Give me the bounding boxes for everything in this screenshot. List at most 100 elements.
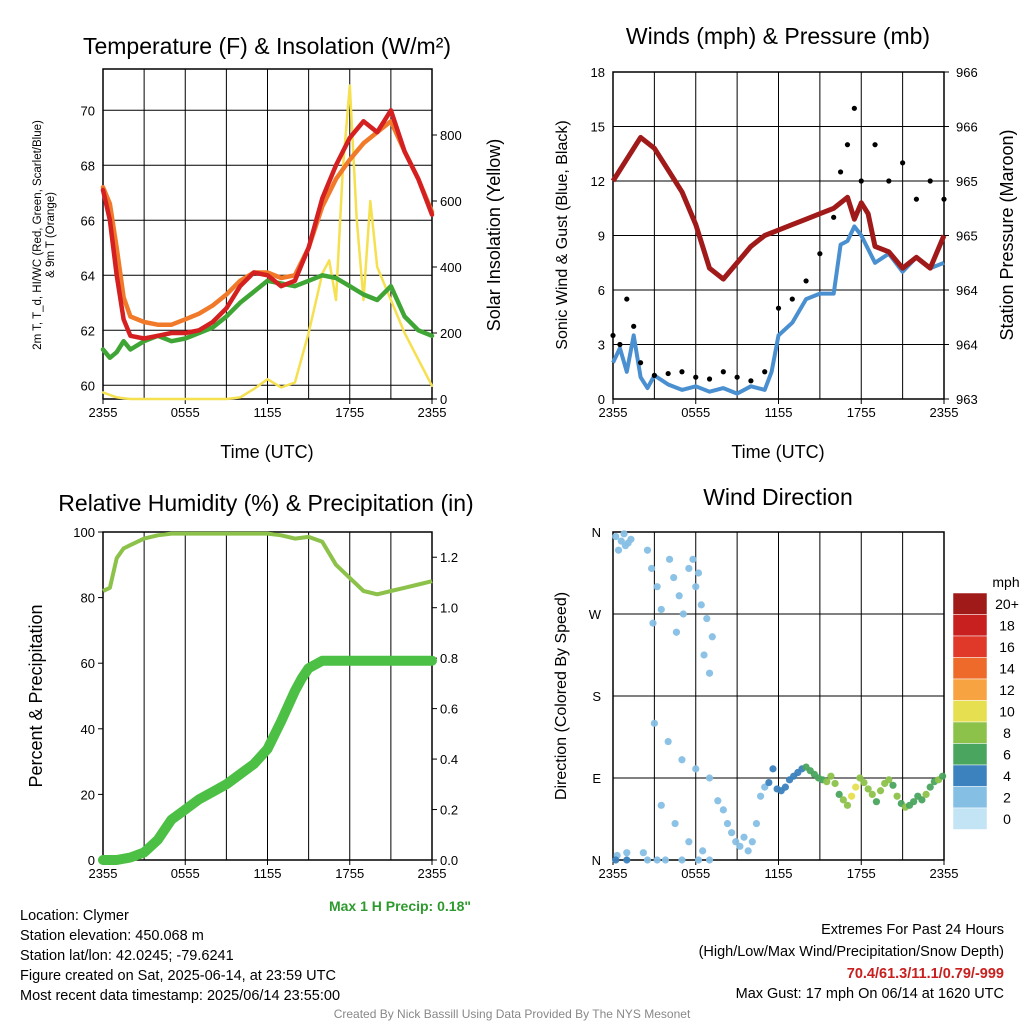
gust-point <box>913 196 920 202</box>
direction-point <box>649 619 657 627</box>
gust-point <box>651 372 657 378</box>
gust-point <box>817 251 823 257</box>
y2-tick-label: 0 <box>440 392 447 407</box>
extremes-title: Extremes For Past 24 Hours <box>821 922 1004 938</box>
temp-panel-ylabel-right: Solar Insolation (Yellow) <box>484 139 504 331</box>
direction-point <box>679 610 687 618</box>
direction-point <box>893 792 901 800</box>
dir-color-legend: 20+ 18 16 14 12 10 8 6 4 2 0 <box>952 592 1019 830</box>
direction-point <box>672 628 681 636</box>
y-tick-label: 12 <box>591 174 605 189</box>
station-location: Location: Clymer <box>20 908 129 924</box>
direction-point <box>889 781 897 789</box>
y-tick-label: 62 <box>81 323 95 338</box>
temp-series-line <box>100 108 435 341</box>
gust-point <box>775 305 782 311</box>
x-tick-label: 2355 <box>89 405 118 420</box>
direction-point <box>827 772 835 780</box>
direction-point <box>748 838 756 846</box>
direction-point <box>723 819 732 828</box>
legend-swatch <box>952 786 988 809</box>
credit-line: Created By Nick Bassill Using Data Provi… <box>333 1007 691 1021</box>
direction-point <box>926 783 934 791</box>
gust-point <box>927 178 933 184</box>
y-tick-label: N <box>592 853 601 868</box>
direction-point <box>692 583 700 591</box>
direction-point <box>700 651 708 659</box>
dir-panel-title: Wind Direction <box>703 484 853 510</box>
x-tick-label: 1755 <box>847 405 876 420</box>
direction-point <box>653 856 661 864</box>
direction-point <box>876 787 885 795</box>
legend-swatch <box>952 700 988 723</box>
x-tick-label: 1155 <box>765 866 793 881</box>
direction-point <box>823 778 831 786</box>
direction-point <box>623 849 631 857</box>
temp-panel-ylabel-left-2: & 9m T (Orange) <box>45 192 57 278</box>
direction-point <box>761 783 769 791</box>
direction-point <box>694 569 703 577</box>
legend-label: 2 <box>1003 790 1011 806</box>
direction-point <box>653 583 661 591</box>
direction-point <box>692 765 700 773</box>
direction-point <box>624 539 632 547</box>
x-tick-label: 1155 <box>765 405 793 420</box>
direction-point <box>678 856 686 864</box>
legend-label: 18 <box>999 618 1015 634</box>
y2-tick-label: 965 <box>956 229 978 244</box>
direction-point <box>708 633 716 641</box>
direction-point <box>657 801 665 809</box>
direction-point <box>678 756 686 764</box>
gust-point <box>610 332 616 339</box>
gust-point <box>886 178 892 184</box>
y2-tick-label: 0.8 <box>440 651 458 666</box>
direction-point <box>719 806 727 814</box>
legend-swatch <box>952 764 988 787</box>
direction-point <box>740 833 748 841</box>
y2-tick-label: 966 <box>956 120 978 135</box>
y-tick-label: S <box>592 689 601 704</box>
direction-point <box>675 592 683 600</box>
precip-line <box>98 655 437 865</box>
direction-point <box>765 778 773 787</box>
direction-point <box>769 765 777 773</box>
direction-point <box>657 605 665 614</box>
direction-point <box>939 772 947 780</box>
direction-point <box>671 819 679 828</box>
gust-point <box>631 323 637 329</box>
direction-point <box>620 530 628 538</box>
gust-point <box>624 296 630 302</box>
x-tick-label: 1155 <box>254 866 282 881</box>
x-tick-label: 1155 <box>254 405 282 420</box>
legend-label: 12 <box>999 682 1015 698</box>
station-elevation: Station elevation: 450.068 m <box>20 928 204 944</box>
y-tick-label: 6 <box>598 283 605 298</box>
direction-point <box>705 669 714 677</box>
gust-point <box>900 160 906 166</box>
gust-point <box>851 105 857 111</box>
direction-point <box>744 847 752 855</box>
direction-point <box>648 564 656 573</box>
legend-swatch <box>952 721 988 744</box>
y-tick-label: E <box>592 771 601 786</box>
legend-swatch <box>952 743 988 766</box>
direction-point <box>670 573 678 582</box>
x-tick-label: 1755 <box>335 405 364 420</box>
y-tick-label: 20 <box>81 787 95 802</box>
direction-point <box>835 790 843 799</box>
y-tick-label: 18 <box>591 65 605 80</box>
x-tick-label: 2355 <box>930 405 959 420</box>
y2-tick-label: 0.2 <box>440 803 458 818</box>
direction-point <box>689 555 697 563</box>
wind-panel-ylabel-right: Station Pressure (Maroon) <box>997 129 1017 340</box>
temp-series-line <box>100 273 435 361</box>
direction-point <box>756 792 765 800</box>
gust-point <box>858 178 864 184</box>
y2-tick-label: 0.4 <box>440 752 458 767</box>
direction-point <box>752 819 761 828</box>
y2-tick-label: 964 <box>956 338 978 353</box>
direction-point <box>781 783 789 791</box>
gust-point <box>734 374 740 380</box>
station-info-block: Location: Clymer Station elevation: 450.… <box>20 906 340 1006</box>
direction-point <box>612 856 620 864</box>
